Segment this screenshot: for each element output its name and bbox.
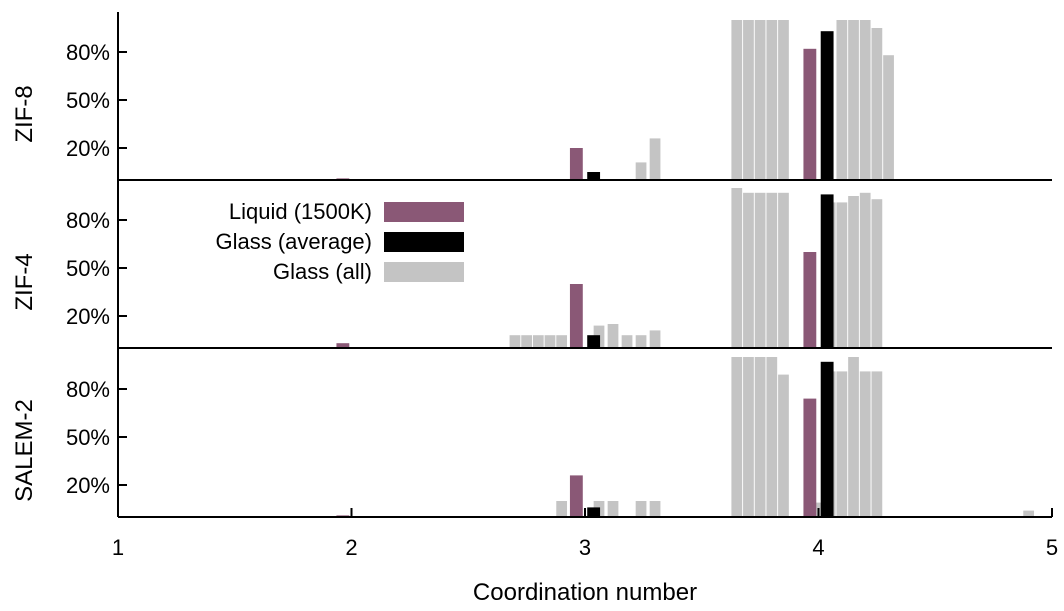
glass-all-bar xyxy=(649,501,661,517)
y-tick-label: 20% xyxy=(66,304,110,329)
y-tick-label: 50% xyxy=(66,256,110,281)
liquid-bar xyxy=(569,284,583,348)
glass-all-bar xyxy=(635,501,647,517)
glass-all-bar xyxy=(859,192,871,348)
glass-all-bar xyxy=(607,501,619,517)
legend-swatch xyxy=(384,232,464,252)
glass-all-bar xyxy=(766,192,778,348)
glass-all-bar xyxy=(836,20,848,180)
glass-average-bar xyxy=(587,507,601,517)
glass-all-bar xyxy=(556,501,568,517)
glass-all-bar xyxy=(649,330,661,348)
panel-label: ZIF-8 xyxy=(11,85,38,142)
glass-all-bar xyxy=(859,20,871,180)
liquid-bar xyxy=(569,475,583,517)
glass-all-bar xyxy=(743,192,754,348)
glass-all-bar xyxy=(883,55,894,181)
glass-average-bar xyxy=(820,194,834,348)
x-tick-label: 4 xyxy=(812,535,824,560)
y-tick-label: 20% xyxy=(66,136,110,161)
glass-all-bar xyxy=(521,335,532,348)
glass-average-bar xyxy=(820,361,834,517)
glass-all-bar xyxy=(871,28,883,180)
glass-all-bar xyxy=(754,357,766,517)
x-tick-label: 5 xyxy=(1046,535,1058,560)
glass-all-bar xyxy=(778,374,789,517)
glass-all-bar xyxy=(836,371,848,517)
glass-all-bar xyxy=(607,324,619,348)
legend-swatch xyxy=(384,202,464,222)
liquid-bar xyxy=(803,48,817,180)
glass-all-bar xyxy=(848,196,859,348)
panel-label: SALEM-2 xyxy=(11,399,38,502)
glass-all-bar xyxy=(1023,510,1035,517)
x-tick-label: 1 xyxy=(112,535,124,560)
glass-all-bar xyxy=(766,20,778,180)
glass-all-bar xyxy=(635,162,647,180)
y-tick-label: 50% xyxy=(66,88,110,113)
glass-all-bar xyxy=(754,20,766,180)
glass-all-bar xyxy=(731,357,743,517)
glass-all-bar xyxy=(635,335,647,348)
glass-all-bar xyxy=(871,371,883,517)
glass-all-bar xyxy=(778,20,789,180)
glass-all-bar xyxy=(848,357,859,517)
legend: Liquid (1500K) Glass (average) Glass (all) xyxy=(215,199,464,284)
glass-all-bar xyxy=(754,192,766,348)
liquid-bar xyxy=(336,343,350,348)
glass-all-bar xyxy=(509,335,521,348)
glass-all-bar xyxy=(848,20,859,180)
x-tick-label: 2 xyxy=(345,535,357,560)
glass-all-bar xyxy=(836,202,848,348)
liquid-bar xyxy=(803,398,817,517)
glass-all-bar xyxy=(743,20,754,180)
ticks-layer: 20% 50% 80% ZIF-8 20% 50% 80% ZIF-4 20% 50% 80% SAL… xyxy=(11,40,1058,560)
y-tick-label: 80% xyxy=(66,208,110,233)
glass-all-bar xyxy=(649,138,661,180)
panel-label: ZIF-4 xyxy=(11,253,38,310)
liquid-bar xyxy=(803,252,817,348)
glass-all-bar xyxy=(731,20,743,180)
y-tick-label: 80% xyxy=(66,377,110,402)
glass-average-bar xyxy=(820,31,834,181)
glass-all-bar xyxy=(766,357,778,517)
legend-label: Liquid (1500K) xyxy=(229,199,372,224)
legend-label: Glass (average) xyxy=(215,229,372,254)
bars-layer xyxy=(336,20,1035,517)
glass-all-bar xyxy=(731,188,743,348)
glass-all-bar xyxy=(778,192,789,348)
legend-swatch xyxy=(384,262,464,282)
glass-average-bar xyxy=(587,172,601,180)
liquid-bar xyxy=(569,148,583,180)
y-tick-label: 20% xyxy=(66,473,110,498)
glass-all-bar xyxy=(621,335,633,348)
axes-frame xyxy=(117,12,1052,518)
glass-all-bar xyxy=(532,335,544,348)
x-tick-label: 3 xyxy=(579,535,591,560)
glass-all-bar xyxy=(556,335,568,348)
legend-label: Glass (all) xyxy=(273,259,372,284)
glass-all-bar xyxy=(743,357,754,517)
glass-all-bar xyxy=(859,371,871,517)
y-tick-label: 80% xyxy=(66,40,110,65)
glass-all-bar xyxy=(871,199,883,348)
x-axis-label: Coordination number xyxy=(473,579,697,606)
y-tick-label: 50% xyxy=(66,425,110,450)
glass-all-bar xyxy=(544,335,556,348)
glass-average-bar xyxy=(587,335,601,348)
